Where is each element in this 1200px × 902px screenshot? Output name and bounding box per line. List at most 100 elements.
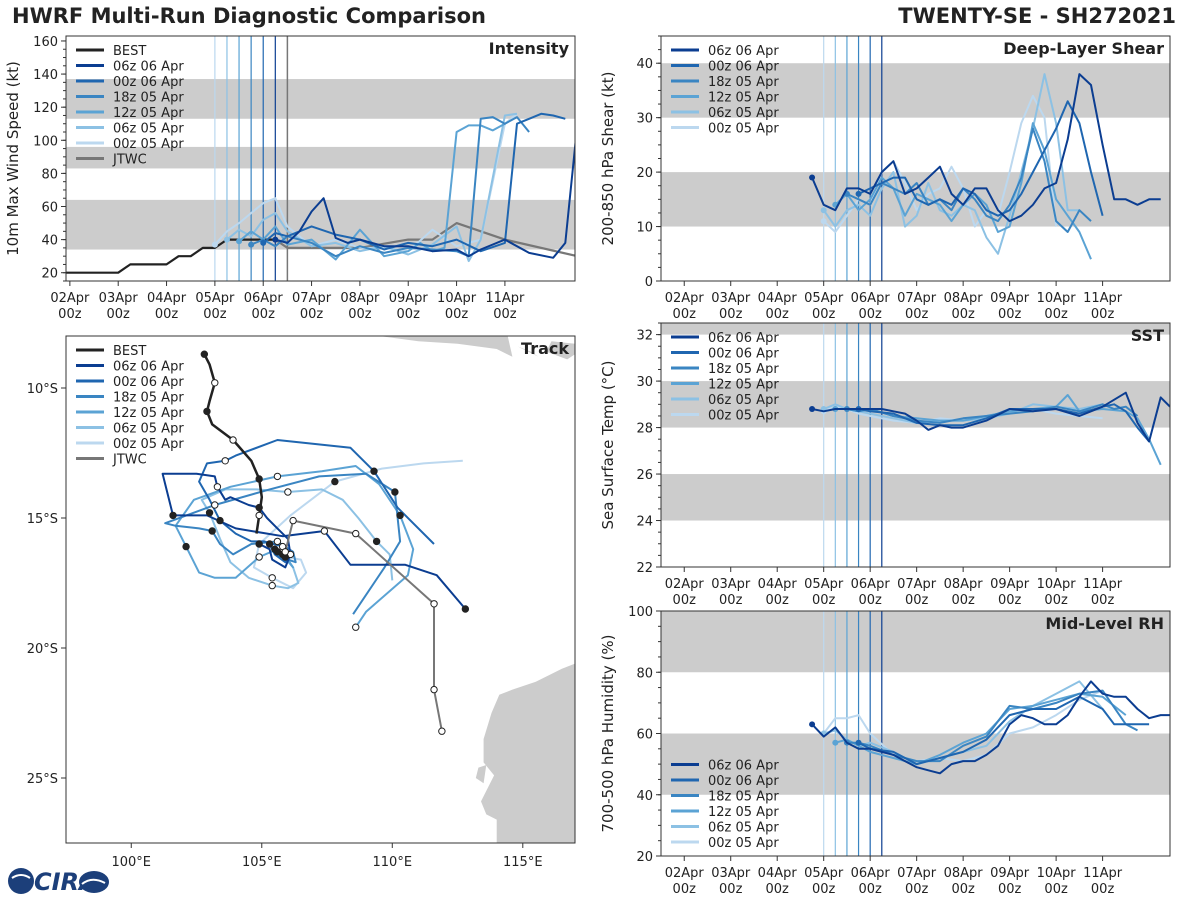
- shear-shade-band: [661, 63, 1170, 118]
- sst-xtick-hour: 00z: [766, 593, 790, 608]
- rh-series-line: [858, 695, 1150, 766]
- track-legend-label: JTWC: [112, 453, 147, 468]
- intensity-init-point: [248, 241, 255, 248]
- shear-series-line: [846, 127, 1092, 233]
- sst-xtick-day: 10Apr: [1037, 577, 1077, 592]
- rh-xtick-hour: 00z: [719, 882, 743, 897]
- intensity-legend-label: JTWC: [112, 153, 147, 168]
- shear-xtick-day: 11Apr: [1083, 291, 1123, 306]
- track-position-marker: [213, 483, 222, 491]
- rh-shade-band: [661, 611, 1170, 673]
- sst-ytick-label: 28: [636, 422, 653, 437]
- intensity-legend-label: 00z 06 Apr: [113, 75, 184, 90]
- shear-ytick-label: 30: [636, 112, 653, 127]
- track-legend-label: 12z 05 Apr: [113, 406, 184, 421]
- sst-ytick-label: 24: [636, 515, 653, 530]
- intensity-legend-label: 06z 05 Apr: [113, 122, 184, 137]
- shear-xtick-day: 05Apr: [804, 291, 844, 306]
- rh-xtick-day: 08Apr: [944, 866, 984, 881]
- rh-init-point: [855, 739, 862, 746]
- intensity-series-line: [262, 112, 566, 253]
- rh-xtick-day: 05Apr: [804, 866, 844, 881]
- intensity-plot-area: [66, 36, 575, 281]
- sst-xtick-day: 05Apr: [804, 577, 844, 592]
- track-position-marker: [182, 542, 190, 551]
- track-position-marker: [221, 457, 229, 465]
- intensity-shade-band: [66, 79, 575, 119]
- sst-init-point: [809, 405, 816, 412]
- intensity-xtick-day: 10Apr: [437, 291, 477, 306]
- shear-ylabel: 200-850 hPa Shear (kt): [599, 72, 617, 246]
- track-position-marker: [273, 537, 282, 546]
- sst-xtick-hour: 00z: [998, 593, 1022, 608]
- track-frame: [65, 335, 576, 844]
- track-xtick-label: 100°E: [111, 855, 151, 870]
- intensity-xtick-hour: 00z: [58, 307, 82, 322]
- sst-xtick-hour: 00z: [1044, 593, 1068, 608]
- track-jtwc-marker: [352, 529, 360, 538]
- sst-xtick-hour: 00z: [951, 593, 975, 608]
- intensity-ytick-label: 60: [41, 201, 58, 216]
- sst-xtick-day: 11Apr: [1083, 577, 1123, 592]
- rh-xtick-hour: 00z: [673, 882, 697, 897]
- track-jtwc-marker: [438, 727, 446, 735]
- track-position-marker: [391, 488, 399, 496]
- track-position-marker: [255, 503, 263, 512]
- intensity-init-point: [272, 236, 279, 243]
- shear-xtick-hour: 00z: [1091, 307, 1115, 322]
- rh-legend-label: 06z 05 Apr: [708, 821, 779, 836]
- sst-shade-band: [661, 323, 1170, 335]
- rh-series-line: [811, 680, 1170, 775]
- intensity-xtick-day: 05Apr: [195, 291, 235, 306]
- shear-title: Deep-Layer Shear: [1003, 39, 1164, 58]
- track-position-marker: [216, 516, 224, 525]
- rh-legend-label: 00z 06 Apr: [708, 774, 779, 789]
- track-position-marker: [331, 477, 339, 486]
- track-panel: 100°E 105°E 110°E 115°E 10°S 15°S 20°S 25°S Trac…: [27, 335, 576, 870]
- shear-panel: 01020304002Apr00z03Apr00z04Apr00z05Apr00…: [599, 35, 1171, 322]
- track-position-marker: [320, 527, 329, 535]
- cira-logo: CIRA: [4, 864, 114, 902]
- intensity-init-point: [236, 238, 243, 245]
- sst-xtick-day: 07Apr: [897, 577, 937, 592]
- shear-xtick-hour: 00z: [673, 307, 697, 322]
- track-best-marker: [200, 350, 209, 358]
- intensity-panel: 2040608010012014016002Apr00z03Apr00z04Ap…: [4, 35, 576, 322]
- intensity-legend-label: 06z 06 Apr: [113, 60, 184, 75]
- sst-ytick-label: 30: [636, 375, 653, 390]
- sst-xtick-day: 04Apr: [758, 577, 798, 592]
- shear-xtick-hour: 00z: [1044, 307, 1068, 322]
- sst-legend-label: 06z 05 Apr: [708, 393, 779, 408]
- rh-xtick-day: 06Apr: [851, 866, 891, 881]
- shear-xtick-hour: 00z: [951, 307, 975, 322]
- rh-xtick-hour: 00z: [858, 882, 882, 897]
- intensity-ytick-label: 20: [41, 267, 58, 282]
- intensity-xtick-hour: 00z: [252, 307, 276, 322]
- shear-legend-label: 18z 05 Apr: [708, 75, 779, 90]
- rh-xtick-hour: 00z: [1091, 882, 1115, 897]
- track-position-marker: [169, 511, 177, 520]
- globe-icon: [8, 868, 34, 894]
- sst-legend-label: 12z 05 Apr: [708, 378, 779, 393]
- sst-xtick-hour: 00z: [673, 593, 697, 608]
- track-position-marker: [284, 488, 292, 496]
- figure-title: HWRF Multi-Run Diagnostic Comparison: [12, 4, 487, 28]
- track-ytick-label: 20°S: [27, 642, 58, 657]
- rh-ytick-label: 100: [628, 605, 653, 620]
- intensity-ytick-label: 40: [41, 234, 58, 249]
- intensity-xtick-hour: 00z: [300, 307, 324, 322]
- shear-ytick-label: 0: [645, 275, 653, 290]
- rh-xtick-day: 11Apr: [1083, 866, 1123, 881]
- track-ytick-label: 15°S: [27, 512, 58, 527]
- shear-xtick-day: 08Apr: [944, 291, 984, 306]
- rh-init-point: [832, 739, 839, 746]
- sst-xtick-day: 02Apr: [665, 577, 705, 592]
- shear-xtick-hour: 00z: [812, 307, 836, 322]
- rh-init-point: [809, 721, 816, 728]
- rh-xtick-day: 09Apr: [990, 866, 1030, 881]
- lombok-land: [546, 341, 575, 360]
- rh-ytick-label: 80: [636, 666, 653, 681]
- intensity-xtick-hour: 00z: [155, 307, 179, 322]
- sst-legend-label: 18z 05 Apr: [708, 362, 779, 377]
